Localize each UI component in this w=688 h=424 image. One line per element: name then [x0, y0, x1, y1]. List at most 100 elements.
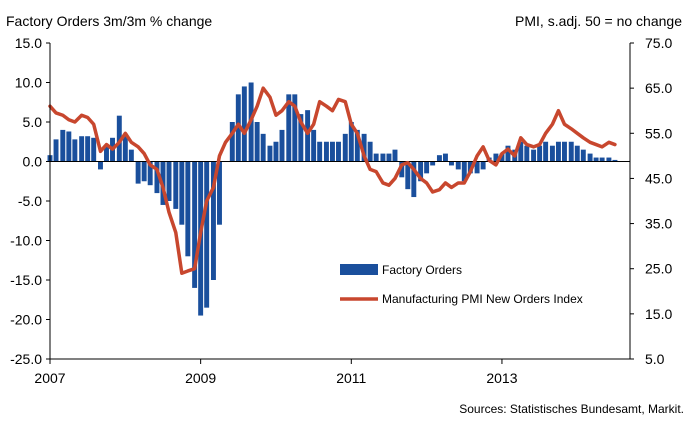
factory-orders-bar [562, 141, 567, 162]
factory-orders-bar [311, 129, 317, 162]
factory-orders-bar [204, 161, 210, 308]
factory-orders-bar [323, 141, 329, 162]
factory-orders-bar [480, 161, 486, 170]
factory-orders-bar [580, 149, 586, 162]
left-tick-label: -10.0 [10, 233, 42, 249]
chart-title-left: Factory Orders 3m/3m % change [6, 13, 212, 29]
factory-orders-bar [192, 161, 198, 288]
factory-orders-bar [173, 161, 179, 209]
factory-orders-bar [141, 161, 147, 182]
factory-orders-bar [524, 145, 530, 162]
factory-orders-bar [85, 136, 91, 162]
right-tick-label: 15.0 [645, 306, 672, 322]
factory-orders-bar [98, 161, 103, 170]
factory-orders-bar [399, 161, 405, 178]
factory-orders-bar [380, 153, 386, 162]
factory-orders-bar [298, 114, 304, 162]
factory-orders-bar [292, 94, 298, 162]
factory-orders-bar [405, 161, 411, 190]
factory-orders-bar [348, 122, 354, 162]
factory-orders-bar [305, 110, 311, 162]
factory-orders-bar [424, 161, 430, 174]
chart-title-right: PMI, s.adj. 50 = no change [515, 13, 682, 29]
factory-orders-bar [135, 161, 141, 184]
factory-orders-bar [474, 161, 480, 174]
left-tick-label: -15.0 [10, 272, 42, 288]
right-tick-label: 55.0 [645, 125, 672, 141]
factory-orders-bar [599, 157, 605, 162]
factory-orders-bar [455, 161, 461, 170]
factory-orders-bar [373, 153, 379, 162]
factory-orders-bar [104, 145, 109, 162]
factory-orders-bar [154, 161, 160, 194]
x-tick-label: 2009 [185, 370, 216, 386]
factory-orders-bar [267, 145, 273, 162]
left-tick-label: -20.0 [10, 312, 42, 328]
factory-orders-bar [411, 161, 417, 198]
x-tick-label: 2013 [486, 370, 517, 386]
factory-orders-bar [354, 129, 360, 162]
factory-orders-bar [392, 149, 398, 162]
left-tick-label: 5.0 [23, 114, 43, 130]
factory-orders-bar [436, 155, 442, 162]
factory-orders-bar [128, 149, 134, 162]
left-tick-label: 0.0 [23, 154, 43, 170]
factory-orders-bar [66, 131, 72, 162]
factory-orders-bar [60, 129, 66, 162]
factory-orders-bar [330, 141, 335, 162]
factory-orders-bar [555, 141, 561, 162]
factory-orders-bar [587, 153, 593, 162]
factory-orders-bar [91, 137, 97, 162]
legend-bar-label: Factory Orders [382, 263, 462, 277]
factory-orders-bar [179, 161, 185, 225]
factory-orders-bar [241, 86, 247, 162]
legend: Factory Orders Manufacturing PMI New Ord… [340, 263, 583, 306]
legend-bar-swatch [340, 264, 378, 275]
factory-orders-bar [361, 133, 367, 162]
right-tick-label: 65.0 [645, 80, 672, 96]
factory-orders-bar [543, 141, 549, 162]
right-tick-label: 5.0 [645, 351, 665, 367]
factory-orders-bar [418, 161, 424, 182]
factory-orders-bar [336, 141, 341, 162]
factory-orders-bar [260, 133, 266, 162]
factory-orders-bar [606, 157, 612, 162]
factory-orders-bar [217, 161, 222, 225]
factory-orders-bar [210, 161, 216, 280]
x-tick-label: 2011 [336, 370, 366, 386]
factory-orders-bar [229, 122, 235, 162]
right-tick-label: 75.0 [645, 35, 672, 51]
left-tick-label: 15.0 [15, 35, 42, 51]
factory-orders-bar [147, 161, 153, 186]
factory-orders-bar [53, 139, 59, 162]
factory-orders-bar [116, 115, 122, 162]
left-tick-label: 10.0 [15, 75, 42, 91]
factory-orders-bar [593, 157, 599, 162]
factory-orders-bar [505, 145, 511, 162]
factory-orders-bar [72, 139, 78, 162]
factory-orders-bar [531, 149, 537, 162]
right-tick-label: 25.0 [645, 261, 672, 277]
x-tick-label: 2007 [34, 370, 65, 386]
right-tick-label: 45.0 [645, 170, 672, 186]
left-tick-label: -25.0 [10, 351, 42, 367]
factory-orders-bar [518, 141, 524, 162]
factory-orders-bar [317, 141, 323, 162]
factory-orders-bar [235, 94, 241, 162]
factory-orders-bar [442, 153, 448, 162]
factory-orders-bar [537, 145, 543, 162]
legend-line-label: Manufacturing PMI New Orders Index [382, 292, 583, 306]
factory-orders-bar [386, 153, 392, 162]
factory-orders-bar [279, 129, 285, 162]
factory-orders-bar [493, 153, 499, 162]
factory-orders-bar [254, 122, 260, 162]
factory-orders-bar [449, 161, 454, 166]
factory-orders-bar [430, 161, 436, 166]
factory-orders-bars [47, 82, 618, 316]
factory-orders-bar [461, 161, 467, 182]
factory-orders-bar [568, 141, 574, 162]
factory-orders-bar [499, 153, 505, 162]
factory-orders-bar [574, 145, 580, 162]
axis-ticks: 15.0 10.0 5.0 0.0 -5.0 -10.0 -15.0 -20.0 -25.0 75… [10, 35, 672, 386]
